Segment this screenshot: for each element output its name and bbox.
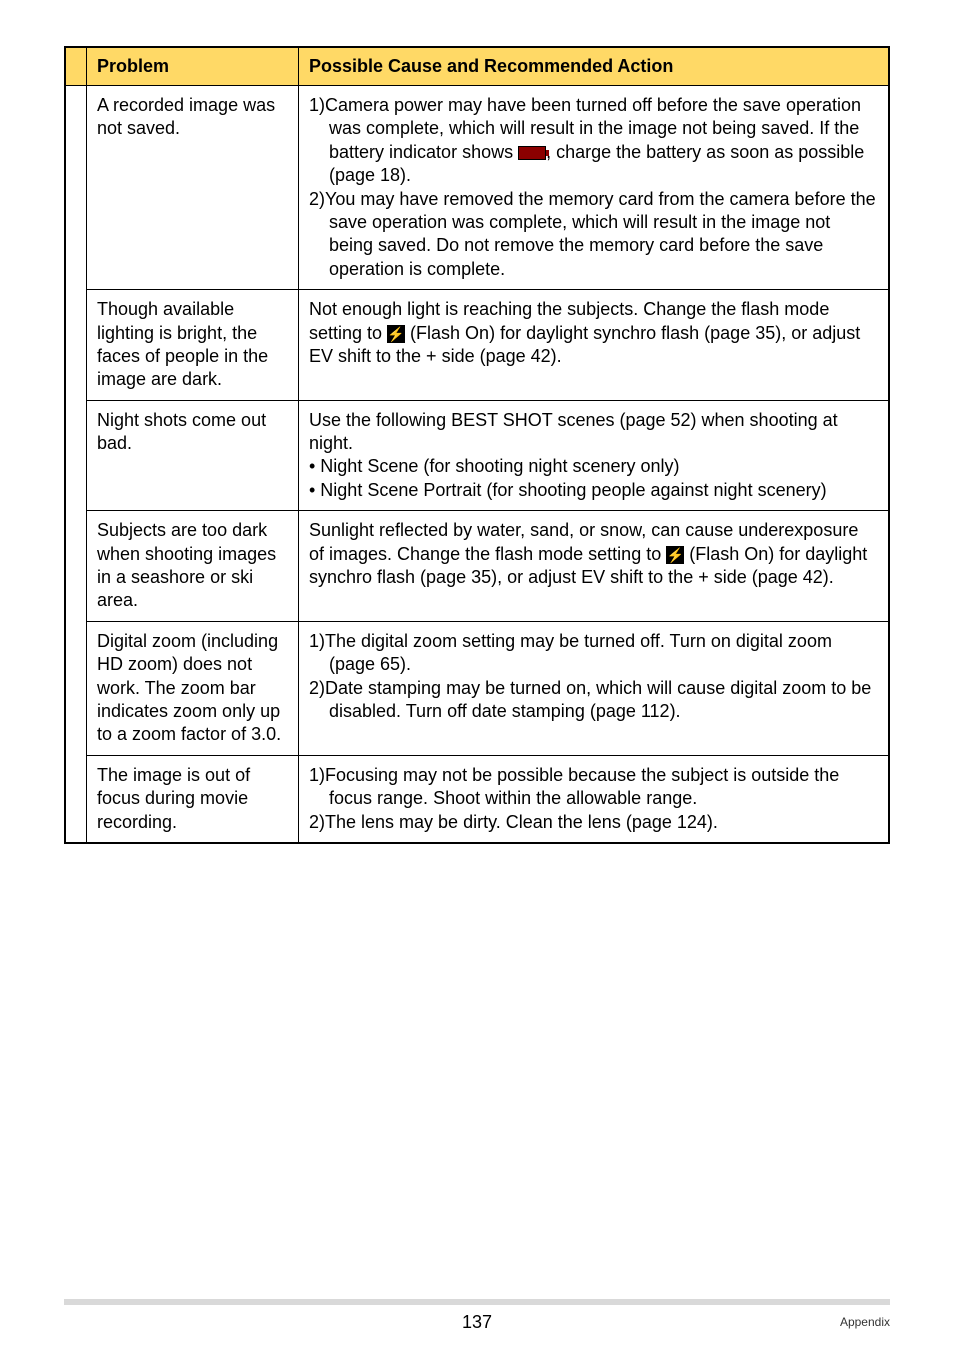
table-row: Digital zoom (including HD zoom) does no…: [65, 621, 889, 755]
action-text: 2)The lens may be dirty. Clean the lens …: [309, 811, 878, 834]
table-row: A recorded image was not saved. 1)Camera…: [65, 86, 889, 290]
flash-on-icon: ⚡: [387, 325, 405, 343]
action-cell: 1)The digital zoom setting may be turned…: [299, 621, 890, 755]
troubleshooting-table: Problem Possible Cause and Recommended A…: [64, 46, 890, 844]
problem-cell: Night shots come out bad.: [87, 400, 299, 511]
action-cell: 1)Focusing may not be possible because t…: [299, 755, 890, 843]
page-number: 137: [462, 1312, 492, 1333]
table-row: Night shots come out bad. Use the follow…: [65, 400, 889, 511]
table-row: Subjects are too dark when shooting imag…: [65, 511, 889, 622]
problem-cell: Digital zoom (including HD zoom) does no…: [87, 621, 299, 755]
action-text: 2)Date stamping may be turned on, which …: [309, 677, 878, 724]
action-cell: Use the following BEST SHOT scenes (page…: [299, 400, 890, 511]
header-spacer: [65, 47, 87, 86]
header-problem: Problem: [87, 47, 299, 86]
bullet-item: • Night Scene (for shooting night scener…: [309, 455, 878, 478]
row-spacer: [65, 86, 87, 843]
action-text: 1)Focusing may not be possible because t…: [309, 764, 878, 811]
header-action: Possible Cause and Recommended Action: [299, 47, 890, 86]
problem-cell: Subjects are too dark when shooting imag…: [87, 511, 299, 622]
section-label: Appendix: [840, 1315, 890, 1329]
page-content: Problem Possible Cause and Recommended A…: [0, 0, 954, 844]
bullet-item: • Night Scene Portrait (for shooting peo…: [309, 479, 878, 502]
action-cell: Sunlight reflected by water, sand, or sn…: [299, 511, 890, 622]
action-text: Use the following BEST SHOT scenes (page…: [309, 409, 878, 456]
problem-cell: Though available lighting is bright, the…: [87, 290, 299, 401]
action-cell: Not enough light is reaching the subject…: [299, 290, 890, 401]
action-text: 2)You may have removed the memory card f…: [309, 188, 878, 282]
problem-cell: A recorded image was not saved.: [87, 86, 299, 290]
page-footer: 137 Appendix: [0, 1299, 954, 1329]
action-cell: 1)Camera power may have been turned off …: [299, 86, 890, 290]
problem-cell: The image is out of focus during movie r…: [87, 755, 299, 843]
table-row: The image is out of focus during movie r…: [65, 755, 889, 843]
battery-low-icon: [518, 146, 546, 160]
action-text: 1)The digital zoom setting may be turned…: [309, 630, 878, 677]
footer-divider: [64, 1299, 890, 1305]
table-row: Though available lighting is bright, the…: [65, 290, 889, 401]
flash-on-icon: ⚡: [666, 546, 684, 564]
